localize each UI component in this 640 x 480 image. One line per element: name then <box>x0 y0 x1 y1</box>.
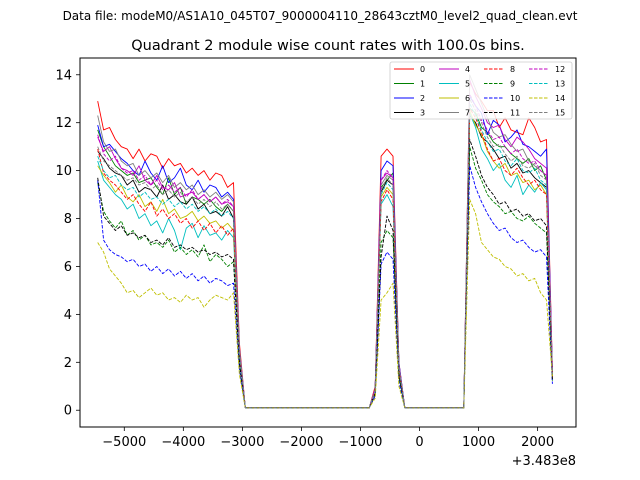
x-offset-label: +3.483e8 <box>512 454 576 469</box>
series-line-13 <box>97 103 553 409</box>
legend-label-7: 7 <box>465 109 470 118</box>
y-tick-label: 14 <box>55 68 72 83</box>
legend-label-3: 3 <box>420 109 425 118</box>
legend-label-2: 2 <box>420 94 425 103</box>
y-tick-label: 4 <box>64 308 72 323</box>
figure-suptitle: Data file: modeM0/AS1A10_045T07_90000041… <box>63 9 578 23</box>
y-tick-label: 10 <box>55 164 72 179</box>
y-tick-label: 0 <box>64 404 72 419</box>
legend-box <box>389 61 573 120</box>
x-tick-label: −2000 <box>279 435 323 450</box>
legend-label-10: 10 <box>510 94 520 103</box>
x-tick-label: −5000 <box>102 435 146 450</box>
series-layer <box>97 74 553 409</box>
y-axis: 0 2 4 6 8 10 12 14 <box>55 68 80 419</box>
y-tick-label: 2 <box>64 356 72 371</box>
legend-label-5: 5 <box>465 80 470 89</box>
legend-label-8: 8 <box>510 65 515 74</box>
x-axis: −5000 −4000 −3000 −2000 −1000 0 1000 2000 <box>102 427 554 450</box>
y-tick-label: 12 <box>55 116 72 131</box>
legend-label-13: 13 <box>555 80 565 89</box>
x-tick-label: −3000 <box>220 435 264 450</box>
series-line-14 <box>97 198 553 409</box>
legend-label-9: 9 <box>510 80 515 89</box>
axes-frame <box>79 57 577 428</box>
y-tick-label: 8 <box>64 212 72 227</box>
y-tick-label: 6 <box>64 260 72 275</box>
legend-label-15: 15 <box>555 109 565 118</box>
legend-label-12: 12 <box>555 65 565 74</box>
x-tick-label: 2000 <box>521 435 554 450</box>
series-line-15 <box>97 98 553 409</box>
legend-label-14: 14 <box>555 94 565 103</box>
legend-label-6: 6 <box>465 94 470 103</box>
legend-label-0: 0 <box>420 65 425 74</box>
legend-label-11: 11 <box>510 109 520 118</box>
chart-title: Quadrant 2 module wise count rates with … <box>131 38 525 54</box>
x-tick-label: −1000 <box>338 435 382 450</box>
x-tick-label: −4000 <box>161 435 205 450</box>
x-tick-label: 1000 <box>462 435 495 450</box>
x-tick-label: 0 <box>415 435 423 450</box>
legend-label-4: 4 <box>465 65 470 74</box>
legend-label-1: 1 <box>420 80 425 89</box>
